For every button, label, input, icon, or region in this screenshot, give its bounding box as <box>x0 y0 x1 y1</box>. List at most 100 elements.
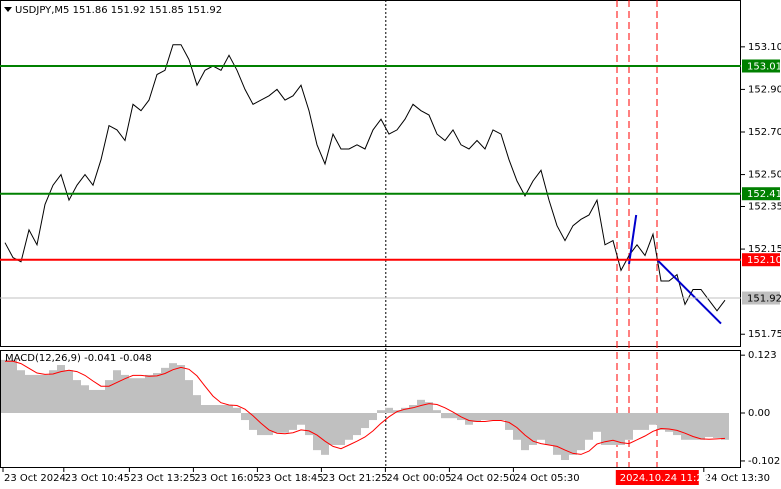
histogram-bar <box>273 412 281 433</box>
histogram-bar <box>193 395 201 413</box>
histogram-bar <box>593 412 601 432</box>
histogram-bar <box>465 412 473 425</box>
histogram-bar <box>425 402 433 413</box>
x-tick-label: 23 Oct 18:45 <box>258 473 323 484</box>
histogram-bar <box>49 370 57 413</box>
histogram-bar <box>617 412 625 445</box>
x-tick-label: 24 Oct 05:30 <box>514 473 579 484</box>
histogram-bar <box>689 412 697 440</box>
histogram-bar <box>561 412 569 461</box>
symbol-icon <box>4 7 12 12</box>
histogram-bar <box>265 412 273 436</box>
histogram-bar <box>705 412 713 437</box>
histogram-bar <box>633 412 641 430</box>
histogram-bar <box>153 373 161 413</box>
histogram-bar <box>209 405 217 413</box>
histogram-bar <box>65 370 73 413</box>
histogram-bar <box>577 412 585 451</box>
histogram-bar <box>449 412 457 419</box>
x-tick-label: 23 Oct 10:45 <box>65 473 130 484</box>
x-tick-label: 23 Oct 16:05 <box>194 473 259 484</box>
histogram-bar <box>329 412 337 445</box>
histogram-bar <box>73 380 81 413</box>
histogram-bar <box>625 412 633 440</box>
histogram-bar <box>89 389 97 413</box>
histogram-bar <box>361 412 369 429</box>
histogram-bar <box>337 412 345 445</box>
histogram-bar <box>41 374 49 413</box>
histogram-bar <box>1 359 9 413</box>
histogram-bar <box>537 412 545 440</box>
histogram-bar <box>201 405 209 413</box>
histogram-bar <box>649 412 657 425</box>
y-tick-label: 152.90 <box>748 84 781 95</box>
histogram-bar <box>665 412 673 432</box>
price-line <box>4 44 726 312</box>
signal-line <box>5 360 726 455</box>
level-label: 153.01 <box>747 61 781 72</box>
cursor-label: 2024.10.24 11:25 <box>620 473 709 484</box>
histogram-bar <box>497 412 505 421</box>
y-tick-label: 152.35 <box>748 201 781 212</box>
y-tick-label: 0.00 <box>748 408 770 419</box>
x-tick-label: 24 Oct 02:50 <box>450 473 515 484</box>
histogram-bar <box>233 407 241 413</box>
level-label: 151.92 <box>747 294 781 305</box>
indicator-title: MACD(12,26,9) -0.041 -0.048 <box>5 353 152 364</box>
histogram-bar <box>113 370 121 413</box>
panel-frame <box>0 0 741 347</box>
histogram-bar <box>217 405 225 413</box>
x-tick-label: 23 Oct 21:25 <box>322 473 387 484</box>
level-label-box <box>742 291 780 305</box>
chart-title: USDJPY,M5 151.86 151.92 151.85 151.92 <box>15 5 222 16</box>
histogram-bar <box>321 412 329 455</box>
x-tick-label: 24 Oct 00:05 <box>386 473 451 484</box>
histogram-bar <box>473 412 481 422</box>
level-label: 152.41 <box>747 189 781 200</box>
histogram-bar <box>145 374 153 413</box>
histogram-bar <box>17 370 25 413</box>
histogram-bar <box>673 412 681 436</box>
histogram-bar <box>257 412 265 436</box>
histogram-bar <box>385 407 393 413</box>
histogram-bar <box>529 412 537 445</box>
histogram-bar <box>441 412 449 419</box>
histogram-bar <box>553 412 561 455</box>
histogram-bar <box>241 412 249 421</box>
histogram-bar <box>25 374 33 413</box>
histogram-bar <box>481 412 489 421</box>
trend-line <box>656 258 722 325</box>
histogram-bar <box>313 412 321 451</box>
histogram-bar <box>33 374 41 413</box>
histogram-bar <box>377 410 385 413</box>
histogram-bar <box>721 412 729 440</box>
histogram-bar <box>489 412 497 421</box>
trend-line <box>628 214 638 265</box>
level-label-box <box>742 253 780 267</box>
y-tick-label: 151.75 <box>748 329 781 340</box>
y-tick-label: 152.70 <box>748 127 781 138</box>
histogram-bar <box>225 405 233 413</box>
histogram-bar <box>185 380 193 413</box>
histogram-bar <box>353 412 361 436</box>
cursor-label-box <box>615 470 699 485</box>
histogram-bar <box>601 412 609 445</box>
histogram-bar <box>657 412 665 430</box>
histogram-bar <box>641 412 649 430</box>
histogram-bar <box>545 412 553 445</box>
histogram-bar <box>513 412 521 440</box>
histogram-bar <box>281 412 289 433</box>
y-tick-label: 0.123 <box>748 350 777 361</box>
histogram-bar <box>369 412 377 421</box>
x-tick-label: 24 Oct 13:30 <box>705 473 770 484</box>
histogram-bar <box>417 399 425 413</box>
histogram-bar <box>409 405 417 413</box>
histogram-bar <box>401 407 409 413</box>
histogram-bar <box>97 389 105 413</box>
histogram-bar <box>81 385 89 413</box>
histogram-bar <box>169 363 177 413</box>
histogram-bar <box>297 412 305 425</box>
histogram-bar <box>129 378 137 413</box>
histogram-bar <box>521 412 529 451</box>
